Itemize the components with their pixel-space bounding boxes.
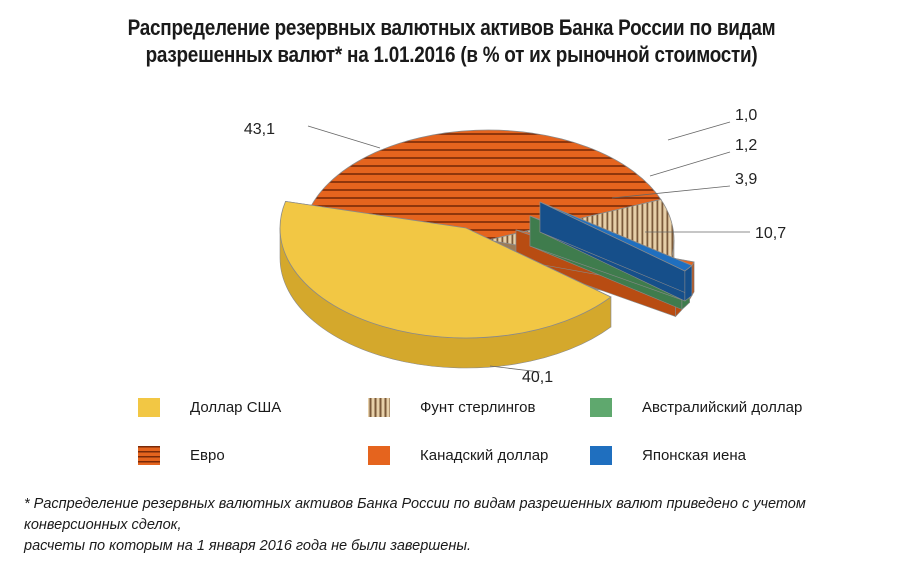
slice-jpy-side [684, 264, 693, 302]
data-label-eur: 40,1 [522, 369, 553, 386]
chart-title: Распределение резервных валютных активов… [66, 14, 837, 68]
legend-item-eur: Евро [138, 440, 225, 470]
slice-labels: 43,1 1,0 1,2 3,9 10,7 40,1 [244, 107, 786, 386]
data-label-cad: 3,9 [735, 171, 757, 188]
leader-line-aud [649, 151, 731, 177]
chart-title-line-1: Распределение резервных валютных активов… [127, 15, 776, 40]
leader-line-jpy [667, 121, 731, 141]
legend-label-gbp: Фунт стерлингов [420, 398, 536, 416]
legend-item-jpy: Японская иена [590, 440, 746, 470]
data-label-aud: 1,2 [735, 137, 757, 154]
legend-swatch-eur [138, 445, 160, 465]
legend-swatch-gbp [368, 397, 390, 417]
data-label-usd: 43,1 [244, 121, 275, 138]
pie-chart: 43,1 1,0 1,2 3,9 10,7 40,1 [244, 107, 786, 386]
chart-title-line-2: разрешенных валют* на 1.01.2016 (в % от … [145, 42, 758, 67]
legend-item-usd: Доллар США [138, 392, 281, 422]
legend-swatch-usd [138, 397, 160, 417]
legend-swatch-aud [590, 397, 612, 417]
slice-usd [279, 200, 612, 339]
legend-item-cad: Канадский доллар [368, 440, 548, 470]
legend-label-usd: Доллар США [190, 398, 282, 416]
legend-swatch-cad [368, 445, 390, 465]
footnote-line-2: расчеты по которым на 1 января 2016 года… [24, 538, 472, 554]
legend: Доллар США Фунт стерлингов Австралийский… [138, 392, 858, 472]
leader-line-usd [307, 125, 381, 149]
legend-swatch-jpy [590, 445, 612, 465]
slice-jpy [539, 201, 693, 272]
data-label-gbp: 10,7 [755, 225, 786, 242]
footnote: * Распределение резервных валютных актив… [24, 494, 884, 557]
leader-line-eur [489, 365, 541, 373]
legend-label-cad: Канадский доллар [420, 446, 549, 464]
footnote-line-1: * Распределение резервных валютных актив… [24, 496, 806, 533]
data-label-jpy: 1,0 [735, 107, 757, 124]
pie-group [279, 129, 695, 369]
legend-label-eur: Евро [190, 446, 225, 464]
leader-line-cad [611, 185, 731, 199]
legend-item-aud: Австралийский доллар [590, 392, 802, 422]
legend-item-gbp: Фунт стерлингов [368, 392, 535, 422]
legend-label-aud: Австралийский доллар [642, 398, 803, 416]
legend-label-jpy: Японская иена [642, 446, 746, 464]
slice-eur [306, 129, 662, 241]
